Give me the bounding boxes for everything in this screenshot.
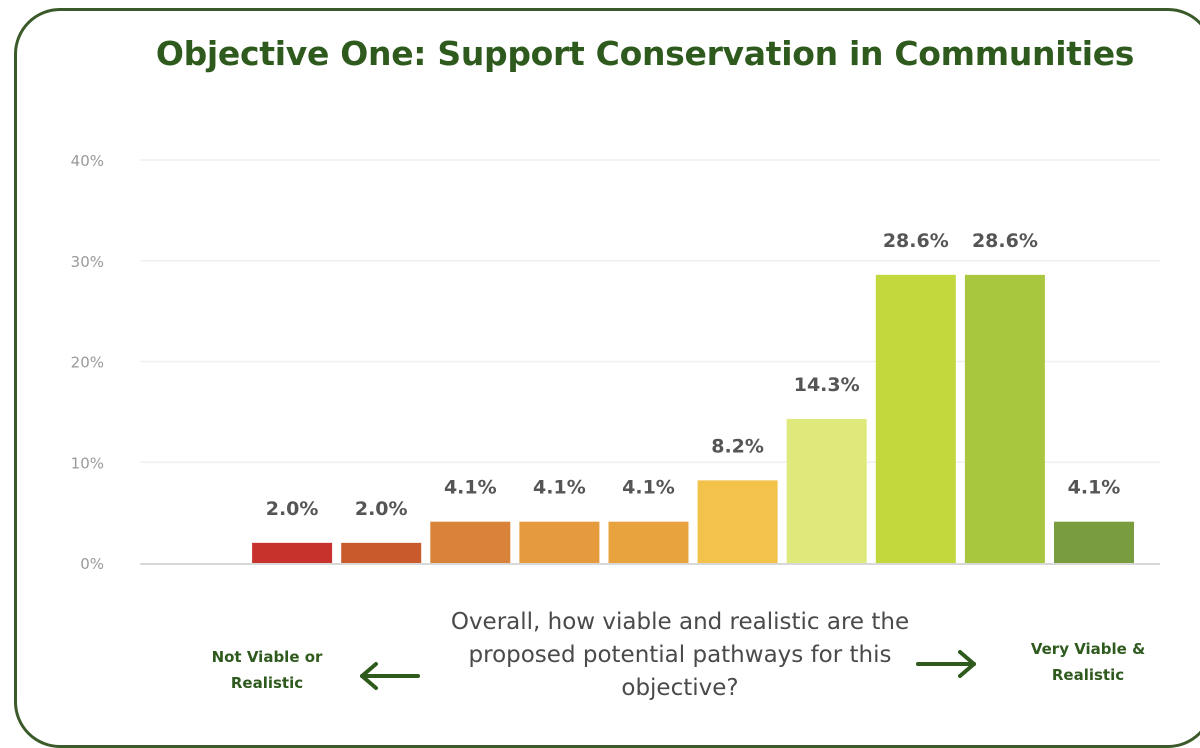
bar-3	[341, 542, 422, 563]
bar-6	[608, 521, 689, 563]
data-label-2: 2.0%	[266, 498, 319, 520]
data-label-4: 4.1%	[444, 477, 497, 499]
y-tick-label: 40%	[71, 152, 104, 170]
bar-9	[875, 274, 956, 563]
data-label-5: 4.1%	[533, 477, 586, 499]
data-label-8: 14.3%	[794, 374, 860, 396]
data-label-11: 4.1%	[1068, 477, 1121, 499]
bar-4	[430, 521, 511, 563]
x-axis-question: Overall, how viable and realistic are th…	[450, 609, 910, 701]
data-label-7: 8.2%	[711, 435, 764, 457]
y-tick-label: 30%	[71, 253, 104, 271]
bar-7	[697, 480, 778, 563]
bar-8	[786, 418, 867, 563]
data-labels: 2.0% 2.0% 4.1% 4.1% 4.1% 8.2% 14.3% 28.6% 28.6% 4…	[266, 230, 1121, 520]
y-tick-label: 0%	[80, 555, 104, 573]
bar-10	[964, 274, 1045, 563]
bar-5	[519, 521, 600, 563]
bar-11	[1054, 521, 1134, 563]
data-label-10: 28.6%	[972, 230, 1038, 252]
bars	[252, 274, 1134, 563]
y-tick-label: 10%	[71, 454, 104, 472]
high-end-label: Very Viable & Realistic	[1030, 640, 1146, 684]
y-tick-label: 20%	[71, 354, 104, 372]
y-axis-ticks: 0% 10% 20% 30% 40%	[71, 152, 104, 573]
data-label-6: 4.1%	[622, 477, 675, 499]
chart-title: Objective One: Support Conservation in C…	[155, 34, 1135, 73]
bar-2	[252, 542, 333, 563]
low-end-label: Not Viable or Realistic	[211, 648, 323, 692]
data-label-9: 28.6%	[883, 230, 949, 252]
data-label-3: 2.0%	[355, 498, 408, 520]
